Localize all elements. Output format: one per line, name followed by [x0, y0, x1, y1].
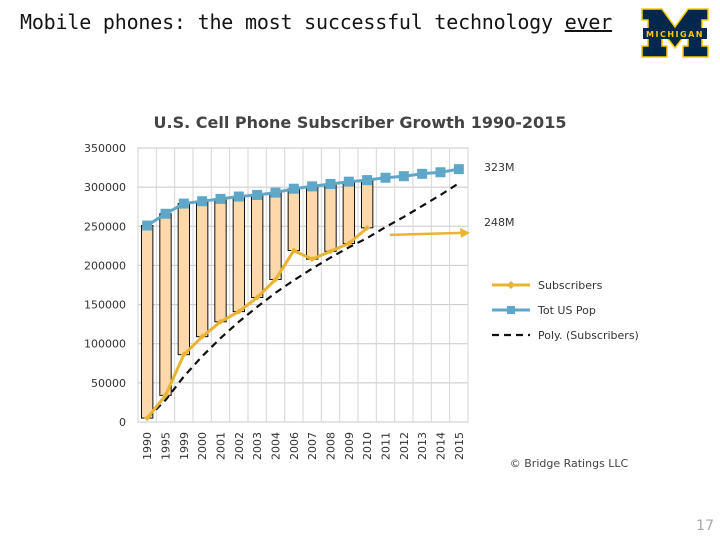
y-axis-ticks: 0 50000 100000 150000 200000 250000 300000 3500…	[84, 142, 126, 429]
point-tot-us-pop	[417, 168, 428, 179]
michigan-block-m-icon: MICHIGAN	[641, 8, 709, 58]
y-tick-label: 50000	[91, 377, 126, 390]
point-tot-us-pop	[343, 176, 354, 187]
annotation-323m: 323M	[484, 161, 515, 174]
point-tot-us-pop	[307, 181, 318, 192]
coverage-bar	[287, 188, 301, 252]
y-tick-label: 150000	[84, 299, 126, 312]
point-subscribers	[199, 333, 206, 340]
x-tick-label: 2014	[435, 432, 448, 460]
x-tick-label: 1990	[141, 432, 154, 460]
point-subscribers	[235, 308, 242, 315]
x-tick-label: 2011	[380, 432, 393, 460]
slide-title-emphasis: ever	[564, 10, 613, 34]
y-tick-label: 250000	[84, 220, 126, 233]
point-subscribers	[327, 248, 334, 255]
x-tick-label: 2009	[343, 432, 356, 460]
point-tot-us-pop	[178, 198, 189, 209]
x-tick-label: 2008	[325, 432, 338, 460]
point-subscribers	[290, 247, 297, 254]
x-tick-label: 1995	[160, 432, 173, 460]
coverage-bar	[140, 225, 154, 419]
point-subscribers	[217, 318, 224, 325]
point-tot-us-pop	[197, 196, 208, 207]
legend-marker-subscribers	[507, 281, 515, 289]
x-tick-label: 2002	[233, 432, 246, 460]
legend-label: Tot US Pop	[537, 304, 596, 317]
coverage-bar	[195, 200, 209, 338]
point-tot-us-pop	[160, 208, 171, 219]
point-tot-us-pop	[453, 164, 464, 175]
point-tot-us-pop	[362, 175, 373, 186]
annotations: 323M 248M	[389, 161, 515, 238]
x-tick-label: 1999	[178, 432, 191, 460]
x-tick-label: 2010	[361, 432, 374, 460]
annotation-248m: 248M	[484, 216, 515, 229]
coverage-bar	[177, 203, 191, 356]
chart-canvas: 0 50000 100000 150000 200000 250000 300000 3500…	[84, 113, 639, 470]
legend-marker-tot-us-pop	[507, 306, 515, 314]
coverage-bar	[269, 192, 282, 281]
point-tot-us-pop	[325, 179, 336, 190]
x-tick-label: 2006	[288, 432, 301, 460]
x-axis-ticks: 1990 1995 1999 2000 2001 2002 2003 2004 2006 2007…	[141, 432, 466, 460]
series-line-poly-subscribers	[146, 182, 460, 419]
x-tick-label: 2001	[215, 432, 228, 460]
y-tick-label: 300000	[84, 181, 126, 194]
y-tick-label: 350000	[84, 142, 126, 155]
x-tick-label: 2007	[306, 432, 319, 460]
x-tick-label: 2012	[398, 432, 411, 460]
legend: Subscribers Tot US Pop Poly. (Subscribers)	[492, 279, 639, 342]
point-tot-us-pop	[435, 167, 446, 178]
coverage-bar	[159, 213, 172, 396]
point-tot-us-pop	[252, 189, 263, 200]
point-subscribers	[309, 256, 316, 263]
point-tot-us-pop	[380, 172, 391, 183]
coverage-bar	[232, 196, 246, 313]
coverage-bar	[324, 183, 337, 252]
coverage-bar	[250, 194, 264, 299]
annotation-arrow-shaft	[389, 231, 463, 237]
coverage-bar	[342, 181, 356, 245]
y-tick-label: 0	[119, 416, 126, 429]
university-logo: MICHIGAN	[636, 7, 714, 59]
y-tick-label: 200000	[84, 259, 126, 272]
logo-wordmark: MICHIGAN	[646, 30, 704, 39]
point-subscribers	[144, 415, 151, 422]
point-tot-us-pop	[215, 193, 226, 204]
point-tot-us-pop	[233, 191, 244, 202]
coverage-bar	[360, 179, 374, 229]
x-tick-label: 2004	[270, 432, 283, 460]
chart: 0 50000 100000 150000 200000 250000 300000 3500…	[60, 100, 680, 490]
legend-label: Poly. (Subscribers)	[538, 329, 639, 342]
point-subscribers	[364, 224, 371, 231]
x-tick-label: 2013	[416, 432, 429, 460]
slide-title: Mobile phones: the most successful techn…	[20, 10, 612, 34]
point-tot-us-pop	[270, 187, 281, 198]
chart-credit: © Bridge Ratings LLC	[510, 457, 629, 470]
x-tick-label: 2000	[196, 432, 209, 460]
point-subscribers	[345, 240, 352, 247]
point-subscribers	[180, 351, 187, 358]
point-subscribers	[254, 294, 261, 301]
point-subscribers	[162, 392, 169, 399]
slide-title-main: Mobile phones: the most successful techn…	[20, 10, 565, 34]
chart-title: U.S. Cell Phone Subscriber Growth 1990-2…	[154, 113, 567, 132]
point-tot-us-pop	[398, 171, 409, 182]
annotation-arrow-head	[460, 227, 470, 238]
page-number: 17	[696, 518, 714, 534]
point-tot-us-pop	[288, 183, 299, 194]
point-subscribers	[272, 276, 279, 283]
coverage-bar	[305, 185, 319, 260]
coverage-bar	[214, 198, 227, 323]
x-tick-label: 2015	[453, 432, 466, 460]
legend-label: Subscribers	[538, 279, 603, 292]
point-tot-us-pop	[142, 220, 153, 231]
x-tick-label: 2003	[251, 432, 264, 460]
y-tick-label: 100000	[84, 338, 126, 351]
series-markers	[142, 164, 464, 422]
